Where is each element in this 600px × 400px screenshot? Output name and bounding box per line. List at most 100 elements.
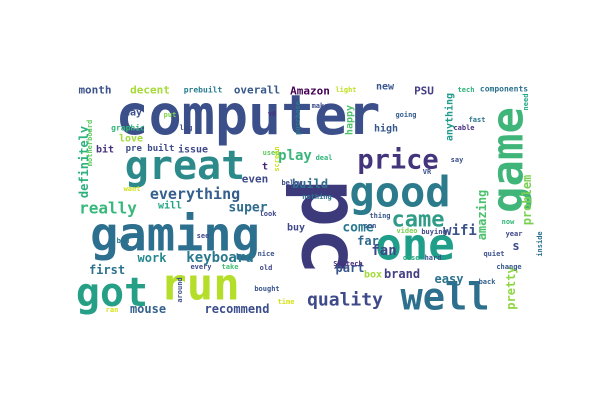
word-part: part — [336, 261, 365, 275]
word-year: year — [506, 230, 523, 238]
word-now: now — [502, 218, 515, 226]
word-month: month — [78, 84, 111, 97]
word-great: great — [125, 143, 245, 189]
word-every: every — [190, 263, 212, 271]
word-prebuilt: prebuilt — [184, 85, 223, 95]
word-came: came — [392, 208, 445, 233]
word-time: time — [278, 298, 295, 306]
word-hard: hard — [425, 254, 442, 262]
word-computer: computer — [116, 83, 381, 147]
word-got: got — [76, 270, 148, 316]
word-one: one — [375, 220, 454, 271]
word-problem: problem — [520, 175, 534, 226]
word-make: make — [312, 102, 329, 110]
word-v0: v0 — [268, 110, 276, 118]
word-anything: anything — [444, 93, 456, 141]
word-love: love — [119, 134, 143, 145]
word-below: below — [281, 179, 303, 187]
word-fan: fan — [371, 243, 396, 259]
word-price: price — [357, 145, 438, 176]
word-amazing: amazing — [475, 190, 489, 241]
word-going: going — [395, 111, 416, 119]
word-change: change — [496, 263, 521, 271]
word-decent: decent — [130, 84, 170, 97]
word-lag: lag — [180, 124, 193, 132]
word-nothing: nothing — [302, 193, 332, 201]
word-definitely: definitely — [77, 126, 91, 198]
word-see: see — [197, 232, 210, 240]
word-build: build — [292, 177, 328, 191]
word-ran: ran — [106, 306, 119, 314]
word-purchase: purchase — [294, 101, 302, 135]
word-overall: overall — [234, 84, 280, 97]
word-inside: inside — [536, 231, 544, 256]
word-buy: buy — [287, 223, 305, 234]
word-pretty: pretty — [504, 266, 518, 309]
word-VR: VR — [423, 168, 432, 176]
word-far: far — [357, 234, 379, 248]
word-come: come — [342, 221, 373, 236]
word-high: high — [374, 123, 398, 135]
word-old: old — [260, 264, 273, 272]
word-will: will — [158, 200, 182, 212]
word-bad: bad — [117, 237, 130, 245]
word-easy: easy — [435, 272, 464, 286]
word-thing: thing — [369, 212, 390, 220]
word-happy: happy — [345, 105, 356, 135]
word-case: case — [403, 254, 420, 262]
word-good: good — [349, 168, 450, 217]
word-new: new — [376, 82, 395, 93]
word-s: s — [512, 239, 519, 253]
word-screen: screen — [273, 146, 281, 171]
word-t: t — [262, 162, 268, 173]
word-bought: bought — [254, 285, 279, 293]
word-even: even — [242, 173, 269, 186]
word-game: game — [483, 107, 534, 213]
word-PSU: PSU — [414, 85, 434, 98]
word-son: son — [364, 222, 377, 230]
word-brand: brand — [384, 267, 420, 281]
word-really: really — [79, 199, 137, 218]
word-light: light — [335, 86, 356, 94]
word-around: around — [176, 277, 184, 302]
word-quiet: quiet — [483, 250, 504, 258]
word-well: well — [400, 276, 489, 319]
word-first: first — [89, 263, 125, 277]
word-motherboard: motherboard — [86, 120, 94, 166]
word-Skytech: Skytech — [333, 260, 363, 268]
word-back: back — [479, 278, 497, 286]
word-recommend: recommend — [204, 302, 269, 316]
word-wifi: wifi — [443, 223, 477, 239]
word-gaming: gaming — [90, 208, 260, 263]
word-pc: pc — [284, 179, 377, 275]
word-take: take — [222, 263, 239, 271]
word-want: want — [124, 185, 141, 193]
word-buying: buying — [421, 228, 446, 236]
word-super: super — [228, 201, 267, 216]
word-bit: bit — [96, 144, 114, 156]
word-issue: issue — [178, 144, 208, 156]
word-quality: quality — [307, 290, 383, 311]
word-day: day — [124, 108, 142, 119]
word-components: components — [480, 85, 528, 94]
word-pre built: pre built — [126, 143, 175, 154]
word-fast: fast — [469, 116, 486, 124]
word-everything: everything — [150, 185, 240, 203]
word-used: used — [263, 149, 280, 157]
word-deal: deal — [316, 154, 333, 162]
word-mouse: mouse — [130, 302, 166, 316]
word-cable: cable — [453, 124, 474, 132]
word-box: box — [364, 270, 382, 281]
word-need: need — [522, 94, 530, 111]
word-Amazon: Amazon — [290, 85, 330, 98]
word-put: put — [164, 111, 177, 119]
word-look: look — [260, 210, 278, 218]
word-run: run — [160, 260, 239, 311]
word-keyboard: keyboard — [186, 250, 253, 266]
word-play: play — [278, 148, 312, 164]
word-nice: nice — [258, 250, 275, 258]
word-say: say — [451, 156, 464, 164]
word-work: work — [138, 251, 168, 265]
